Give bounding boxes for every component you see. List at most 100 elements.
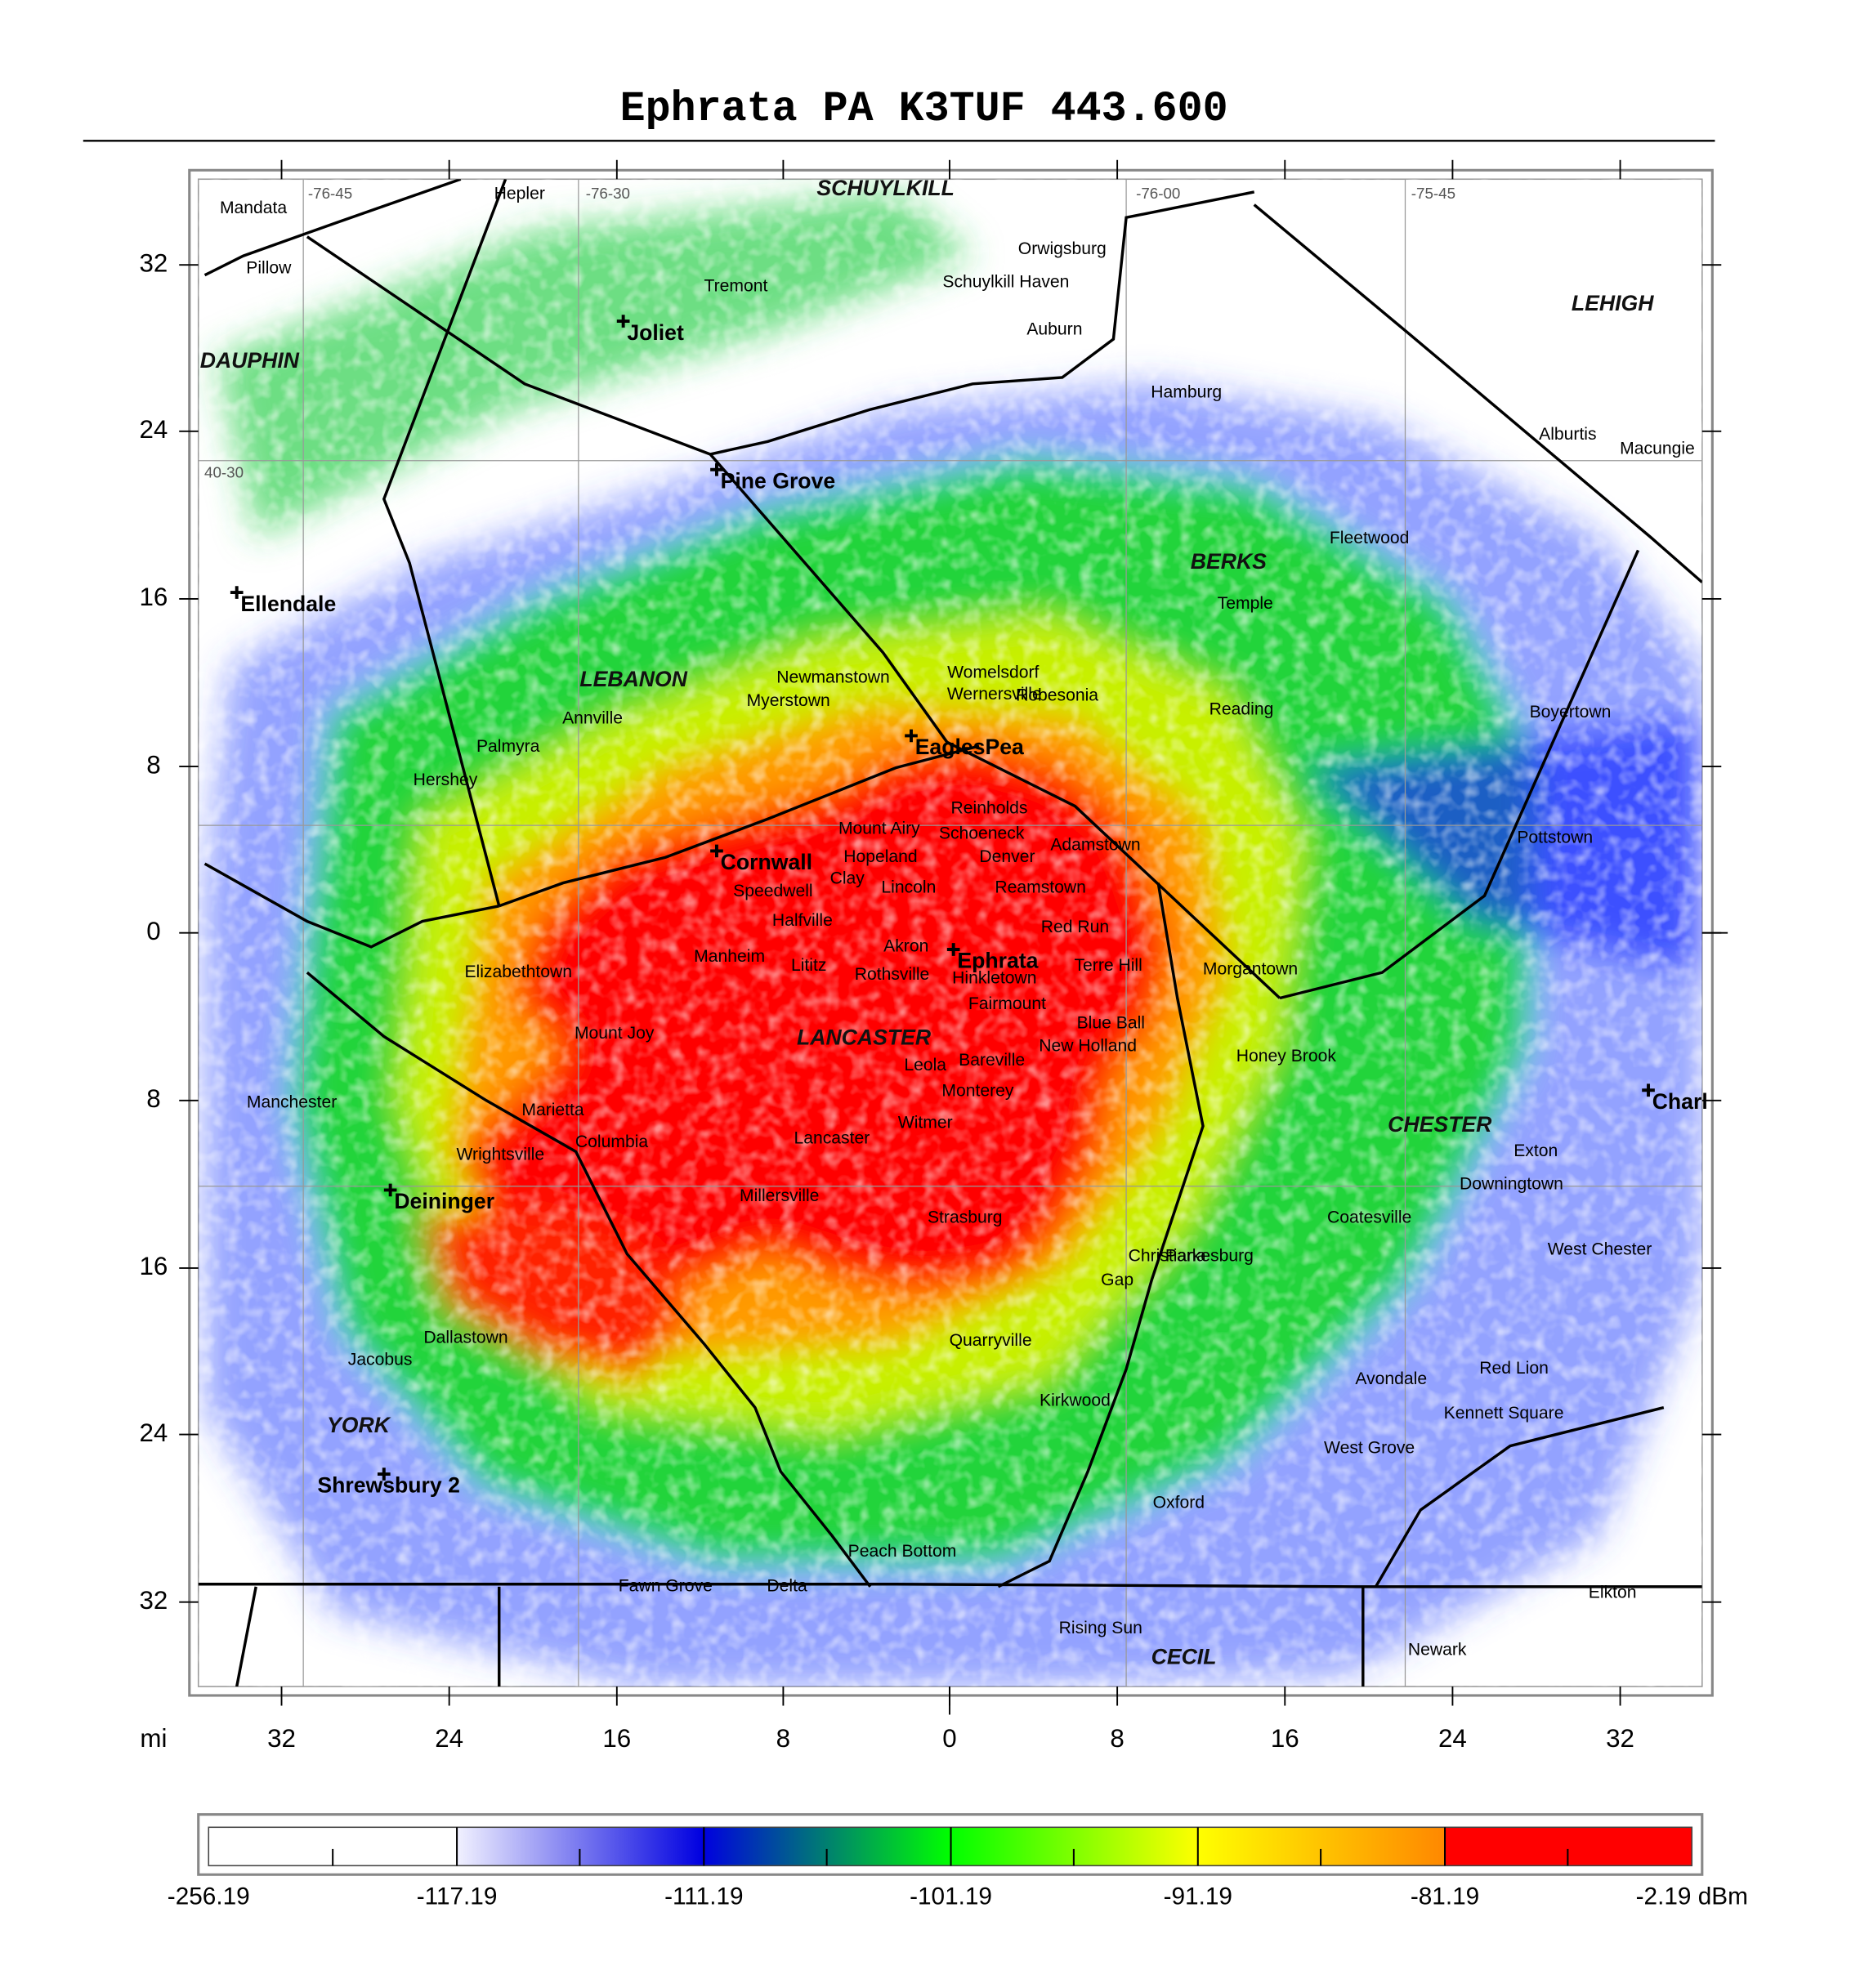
county-label: YORK bbox=[327, 1413, 391, 1437]
y-axis-label: 8 bbox=[146, 750, 160, 779]
town-label: Hopeland bbox=[843, 847, 917, 866]
x-axis-label: 32 bbox=[267, 1724, 296, 1753]
county-label: CHESTER bbox=[1388, 1112, 1492, 1137]
y-axis-label: 32 bbox=[139, 1586, 168, 1615]
legend-label: -117.19 bbox=[417, 1883, 498, 1910]
town-label: Delta bbox=[767, 1576, 807, 1595]
town-label: Lititz bbox=[791, 956, 826, 975]
county-label: SCHUYLKILL bbox=[816, 176, 955, 200]
town-label: Red Lion bbox=[1479, 1359, 1549, 1378]
x-axis-label: 0 bbox=[942, 1724, 956, 1753]
y-axis-label: 32 bbox=[139, 248, 168, 277]
town-label: Peach Bottom bbox=[848, 1542, 957, 1561]
city-label: Ephrata bbox=[957, 949, 1038, 973]
town-label: Downingtown bbox=[1460, 1175, 1563, 1194]
town-label: Kennett Square bbox=[1444, 1404, 1564, 1423]
city-marker bbox=[946, 943, 960, 956]
county-label: BERKS bbox=[1191, 549, 1267, 574]
town-label: Clay bbox=[830, 869, 865, 887]
town-label: Myerstown bbox=[747, 691, 830, 710]
town-label: Newark bbox=[1408, 1641, 1467, 1660]
town-label: Red Run bbox=[1041, 918, 1109, 936]
city-label: Deininger bbox=[394, 1189, 494, 1213]
town-label: Wrightsville bbox=[457, 1146, 545, 1164]
x-axis-unit: mi bbox=[140, 1724, 167, 1753]
town-label: Honey Brook bbox=[1236, 1047, 1337, 1065]
town-label: Speedwell bbox=[733, 882, 812, 900]
town-label: Halfville bbox=[772, 911, 833, 930]
y-axis-label: 8 bbox=[146, 1084, 160, 1113]
x-axis-label: 16 bbox=[1271, 1724, 1299, 1753]
town-label: Akron bbox=[883, 936, 928, 955]
legend-label: -81.19 bbox=[1411, 1883, 1479, 1910]
city-marker bbox=[377, 1468, 391, 1481]
city-marker bbox=[616, 315, 630, 328]
legend-label: -91.19 bbox=[1164, 1883, 1232, 1910]
city-marker bbox=[1642, 1083, 1655, 1097]
labels: 32 24 16 8 0 8 16 24 32 32 24 16 8 0 8 16 24 32 mi -76-45 -7… bbox=[139, 176, 1747, 1910]
county-label: CECIL bbox=[1151, 1645, 1217, 1669]
legend-label: -2.19 dBm bbox=[1636, 1883, 1748, 1910]
county-label: LEHIGH bbox=[1572, 291, 1654, 315]
town-label: Blue Ball bbox=[1077, 1013, 1145, 1032]
town-label: Leola bbox=[904, 1056, 946, 1074]
city-marker bbox=[710, 462, 723, 476]
town-label: Christiana bbox=[1129, 1246, 1206, 1265]
city-marker bbox=[905, 729, 918, 743]
town-label: Schoeneck bbox=[939, 824, 1025, 843]
town-label: Boyertown bbox=[1530, 703, 1612, 721]
town-label: Womelsdorf bbox=[947, 663, 1039, 681]
town-label: West Grove bbox=[1324, 1438, 1415, 1457]
town-label: Parkesburg bbox=[1165, 1246, 1254, 1265]
town-label: Morgantown bbox=[1203, 960, 1298, 979]
town-label: Adamstown bbox=[1050, 836, 1140, 855]
x-axis-label: 32 bbox=[1606, 1724, 1634, 1753]
town-label: Tremont bbox=[704, 276, 768, 295]
town-label: New Holland bbox=[1039, 1037, 1137, 1056]
x-axis-label: 24 bbox=[435, 1724, 463, 1753]
town-label: Fairmount bbox=[968, 994, 1046, 1013]
coverage bbox=[198, 179, 1702, 1687]
town-label: Millersville bbox=[740, 1186, 819, 1205]
x-axis-label: 8 bbox=[1110, 1724, 1124, 1753]
grid-label: -75-45 bbox=[1411, 185, 1455, 202]
grid-label: -76-00 bbox=[1136, 185, 1180, 202]
x-axis-label: 24 bbox=[1438, 1724, 1467, 1753]
city-label: Ellendale bbox=[240, 592, 336, 616]
town-label: Fawn Grove bbox=[619, 1576, 713, 1595]
town-label: Elizabethtown bbox=[464, 963, 572, 981]
town-label: West Chester bbox=[1548, 1240, 1652, 1259]
town-label: Mount Joy bbox=[575, 1024, 655, 1043]
town-label: Strasburg bbox=[928, 1208, 1003, 1226]
town-label: Mount Airy bbox=[838, 819, 920, 838]
title: Ephrata PA K3TUF 443.600 bbox=[620, 85, 1228, 133]
legend-label: -256.19 bbox=[168, 1883, 250, 1910]
city-label: Shrewsbury 2 bbox=[317, 1473, 460, 1498]
x-axis-label: 8 bbox=[776, 1724, 790, 1753]
town-label: Avondale bbox=[1355, 1369, 1427, 1388]
town-label: Reamstown bbox=[995, 878, 1086, 896]
town-label: Wernersville bbox=[947, 685, 1042, 704]
y-axis-label: 16 bbox=[139, 583, 168, 611]
grid-label: -76-30 bbox=[586, 185, 630, 202]
town-label: Macungie bbox=[1620, 439, 1695, 458]
town-label: Hamburg bbox=[1151, 382, 1222, 401]
town-label: Alburtis bbox=[1539, 425, 1596, 444]
town-label: Exton bbox=[1514, 1141, 1558, 1160]
legend-label: -101.19 bbox=[910, 1883, 992, 1910]
town-label: Dallastown bbox=[423, 1329, 507, 1347]
x-axis-label: 16 bbox=[602, 1724, 631, 1753]
city-marker bbox=[710, 844, 723, 858]
city-label: Charl bbox=[1652, 1089, 1708, 1114]
y-axis-label: 0 bbox=[146, 917, 160, 945]
grid-label: -76-45 bbox=[308, 185, 352, 202]
town-label: Kirkwood bbox=[1040, 1391, 1111, 1409]
town-label: Hinkletown bbox=[952, 969, 1036, 988]
town-label: Jacobus bbox=[348, 1350, 413, 1369]
town-label: Marietta bbox=[521, 1101, 584, 1119]
city-label: Cornwall bbox=[721, 850, 812, 874]
town-label: Bareville bbox=[959, 1051, 1025, 1070]
town-label: Pottstown bbox=[1517, 828, 1593, 847]
